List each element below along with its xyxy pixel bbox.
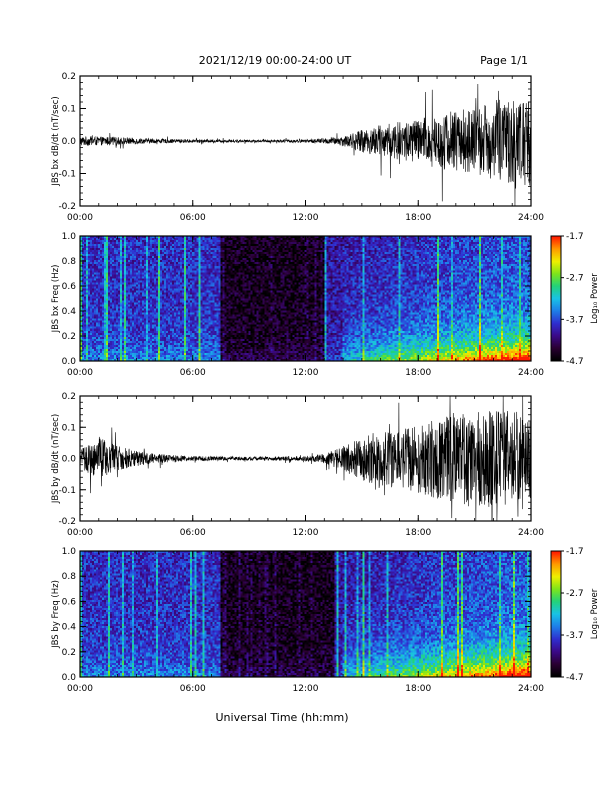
dbdt-trace [79,395,532,522]
spectrogram-image [80,551,531,677]
y-tick-label: 0.6 [62,282,77,292]
y-tick-label: 0.0 [62,137,77,147]
colorbar-2: -1.7 -2.7 -3.7 -4.7 Log₁₀ Power [550,232,600,367]
colorbar-tick-label: -4.7 [566,357,584,367]
y-tick-label: 0.4 [62,307,77,317]
x-tick-label: 06:00 [180,368,206,378]
y-tick-label: 1.0 [62,232,77,242]
spectrogram-group-2 [80,236,531,361]
y-tick-label: 0.2 [62,332,76,342]
x-tick-label: 06:00 [180,528,206,538]
y-tick-label: 0.8 [62,257,77,267]
x-tick-label: 18:00 [405,528,431,538]
y-tick-label: 0.0 [62,455,77,465]
y-tick-label: 0.2 [62,72,76,82]
y-tick-label: -0.2 [58,202,76,212]
plot-frame [79,235,532,362]
y-axis-label: JBS bx Freq (Hz) [51,265,61,334]
x-tick-label: 12:00 [293,528,319,538]
x-tick-label: 18:00 [405,213,431,223]
page-indicator: Page 1/1 [480,54,528,67]
x-tick-label: 12:00 [293,213,319,223]
plot-frame [79,75,532,207]
dbdt-trace [79,83,532,207]
plot-frame [79,395,532,522]
colorbar-tick-label: -2.7 [566,589,584,599]
x-tick-label: 12:00 [293,368,319,378]
x-tick-label: 18:00 [405,368,431,378]
x-tick-label: 24:00 [518,368,544,378]
x-tick-label: 00:00 [67,213,93,223]
y-tick-label: 0.2 [62,392,76,402]
colorbar-label: Log₁₀ Power [590,273,600,324]
x-axis-label: Universal Time (hh:mm) [216,711,349,724]
y-tick-label: 0.8 [62,572,77,582]
y-tick-label: 0.1 [62,105,76,115]
spectrogram-image [80,236,531,361]
y-tick-label: 0.4 [62,623,77,633]
colorbar-gradient [551,551,561,677]
y-tick-label: -0.1 [58,170,76,180]
x-tick-label: 12:00 [293,684,319,694]
figure-title: 2021/12/19 00:00-24:00 UT [199,54,352,67]
panel-2: 00:00 06:00 12:00 18:00 24:00 1.0 0.8 0.6 0.4 0.2… [51,232,544,378]
colorbar-tick-label: -4.7 [566,673,584,683]
y-axis-label: JBS bx dB/dt (nT/sec) [51,96,61,186]
x-tick-label: 00:00 [67,368,93,378]
x-tick-label: 24:00 [518,528,544,538]
y-tick-label: 0.0 [62,673,77,683]
y-tick-label: -0.1 [58,486,76,496]
x-tick-label: 06:00 [180,213,206,223]
x-tick-label: 18:00 [405,684,431,694]
colorbar-4: -1.7 -2.7 -3.7 -4.7 Log₁₀ Power [550,547,600,683]
x-tick-label: 24:00 [518,213,544,223]
spectrogram-group-4 [80,551,531,677]
colorbar-tick-label: -1.7 [566,232,584,242]
y-tick-label: 0.0 [62,357,77,367]
x-tick-label: 06:00 [180,684,206,694]
trace-group-1 [79,83,532,207]
colorbar-tick-label: -1.7 [566,547,584,557]
y-axis-label: JBS by dB/dt (nT/sec) [51,414,61,504]
trace-group-3 [79,395,532,522]
y-tick-label: 0.2 [62,648,76,658]
panel-1: 00:00 06:00 12:00 18:00 24:00 0.2 0.1 0.0 -0.1 -0… [51,72,544,223]
colorbar-frame [550,550,562,678]
colorbar-tick-label: -3.7 [566,631,584,641]
plot-frame [79,550,532,678]
colorbar-tick-label: -2.7 [566,274,584,284]
colorbar-tick-label: -3.7 [566,315,584,325]
x-tick-label: 00:00 [67,684,93,694]
y-tick-label: 0.1 [62,423,76,433]
y-tick-label: -0.2 [58,517,76,527]
panels-group: 00:00 06:00 12:00 18:00 24:00 0.2 0.1 0.0 -0.1 -0… [51,72,600,694]
x-tick-label: 00:00 [67,528,93,538]
colorbar-frame [550,235,562,362]
y-tick-label: 1.0 [62,547,77,557]
panel-4: 00:00 06:00 12:00 18:00 24:00 1.0 0.8 0.6 0.4 0.2… [51,547,544,694]
y-axis-label: JBS by Freq (Hz) [51,580,61,649]
x-tick-label: 24:00 [518,684,544,694]
panel-3: 00:00 06:00 12:00 18:00 24:00 0.2 0.1 0.0 -0.1 -0… [51,392,544,538]
colorbar-label: Log₁₀ Power [590,588,600,639]
y-tick-label: 0.6 [62,597,77,607]
colorbar-gradient [551,236,561,361]
